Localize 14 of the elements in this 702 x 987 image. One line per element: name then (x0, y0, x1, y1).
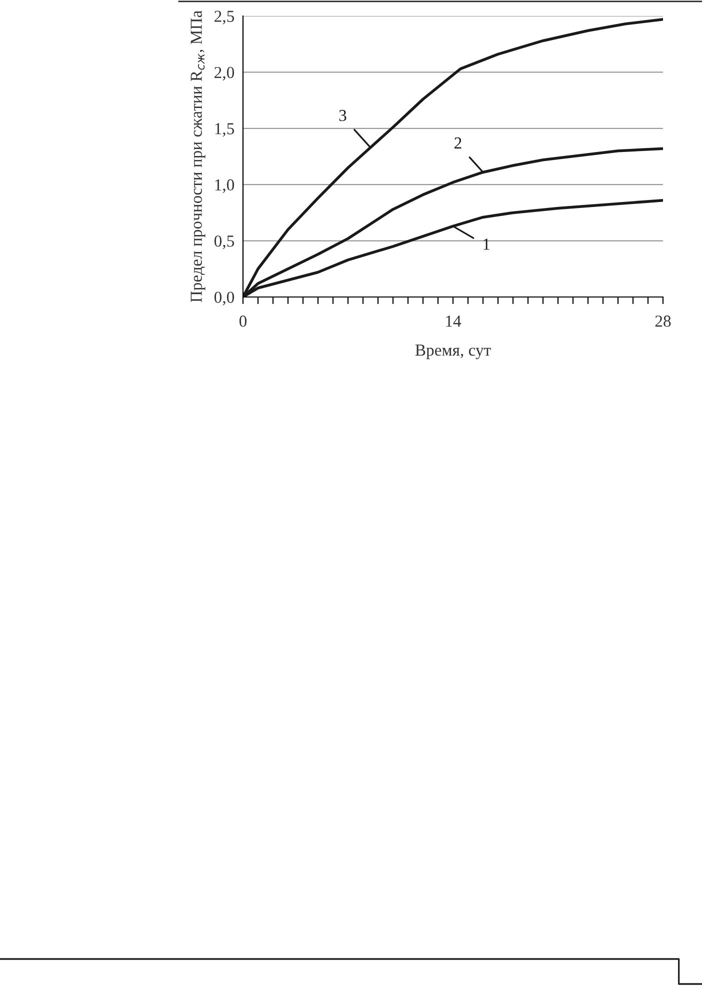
y-tick-label: 0,0 (214, 292, 234, 306)
x-tick-label: 0 (239, 316, 247, 327)
y-tick-label: 2,5 (214, 10, 234, 24)
series-label: 2 (454, 137, 462, 148)
y-tick-label: 1,0 (215, 179, 234, 193)
y-tick-label: 1,5 (215, 123, 234, 137)
x-tick-label: 14 (446, 316, 462, 327)
x-axis-title: Время, сут (415, 344, 491, 360)
y-axis-title: Предел прочности при сжатии R$_{сж}$, МПа (190, 10, 206, 302)
y-tick-label: 2,0 (214, 66, 234, 81)
y-tick-label: 0,5 (214, 236, 234, 250)
series-label: 1 (484, 238, 490, 250)
x-tick-label: 28 (655, 316, 671, 327)
text: 3 (339, 110, 346, 122)
